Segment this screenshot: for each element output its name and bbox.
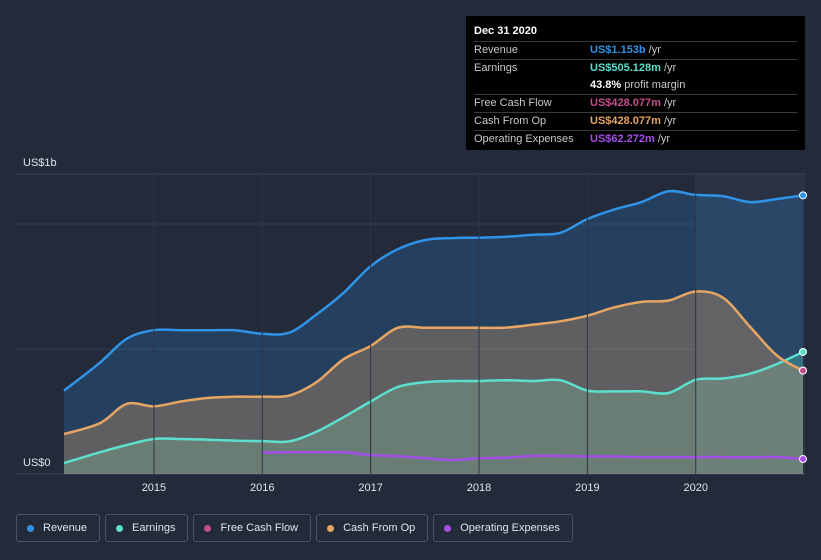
legend-dot-icon — [327, 524, 335, 532]
x-tick-label: 2018 — [467, 482, 491, 494]
tooltip-row-unit: /yr — [663, 115, 677, 127]
tooltip-row-unit: /yr — [663, 62, 677, 74]
x-tick-label: 2015 — [142, 482, 166, 494]
legend-item-free-cash-flow[interactable]: Free Cash Flow — [193, 514, 312, 542]
tooltip-row: 43.8% profit margin — [474, 77, 797, 94]
tooltip-row-value: US$428.077m — [590, 97, 661, 109]
tooltip-row-value: 43.8% — [590, 79, 622, 91]
earnings-end-point — [799, 347, 807, 356]
revenue-area — [64, 191, 803, 474]
tooltip-row-label: Cash From Op — [474, 115, 547, 127]
revenue-line — [63, 189, 804, 392]
x-tick-label: 2019 — [575, 482, 599, 494]
tooltip-row: Cash From Op US$428.077m/yr — [474, 112, 797, 130]
legend-label: Free Cash Flow — [220, 522, 299, 534]
operating-expenses-line — [262, 450, 804, 462]
tooltip-row-label: Revenue — [474, 44, 519, 56]
tooltip-row: Operating Expenses US$62.272m/yr — [474, 130, 797, 148]
x-tick-label: 2020 — [683, 482, 707, 494]
tooltip-row-unit: /yr — [657, 133, 671, 145]
x-tick-label: 2016 — [250, 482, 274, 494]
legend-item-earnings[interactable]: Earnings — [105, 514, 189, 542]
legend-dot-icon — [444, 524, 452, 532]
legend-label: Operating Expenses — [460, 522, 560, 534]
legend-label: Cash From Op — [343, 522, 416, 534]
legend-item-revenue[interactable]: Revenue — [16, 514, 101, 542]
y-axis-top-label: US$1b — [23, 157, 57, 169]
tooltip-row-label: Free Cash Flow — [474, 97, 552, 109]
tooltip-date: Dec 31 2020 — [474, 25, 537, 37]
legend-item-operating-expenses[interactable]: Operating Expenses — [433, 514, 573, 542]
tooltip-row-label: Earnings — [474, 62, 518, 74]
earnings-line — [63, 350, 804, 465]
tooltip-row-label: Operating Expenses — [474, 133, 574, 145]
legend-label: Revenue — [43, 522, 88, 534]
legend-item-cash-from-op[interactable]: Cash From Op — [316, 514, 429, 542]
tooltip-row: Free Cash Flow US$428.077m/yr — [474, 94, 797, 112]
revenue-end-point — [799, 191, 807, 200]
chart: US$1b US$0 2015 2016 2017 2018 2019 2020 — [16, 157, 807, 494]
tooltip-row-value: US$428.077m — [590, 115, 661, 127]
cash-from-op-line — [63, 290, 804, 436]
legend-dot-icon — [204, 524, 212, 532]
tooltip-row-unit: /yr — [648, 44, 661, 56]
x-tick-label: 2017 — [358, 482, 382, 494]
tooltip-row-value: US$1.153b — [590, 44, 646, 56]
legend-label: Earnings — [132, 522, 176, 534]
tooltip-row: Earnings US$505.128m/yr — [474, 59, 797, 77]
tooltip: Dec 31 2020 Revenue US$1.153b/yr Earnings U… — [466, 16, 805, 150]
free-cash-flow-end-point — [799, 366, 807, 375]
operating-expenses-end-point — [799, 455, 807, 464]
legend-dot-icon — [27, 524, 34, 532]
tooltip-row-value: US$62.272m — [590, 133, 655, 145]
tooltip-row: Revenue US$1.153b/yr — [474, 41, 797, 59]
tooltip-row-unit: /yr — [663, 97, 677, 109]
tooltip-row-label — [474, 77, 590, 94]
legend: Revenue Earnings Free Cash Flow Cash From O… — [16, 514, 578, 542]
legend-dot-icon — [116, 524, 124, 532]
tooltip-row-value: US$505.128m — [590, 62, 661, 74]
tooltip-row-unit: profit margin — [624, 79, 686, 91]
earnings-area — [64, 352, 803, 474]
y-axis-bottom-label: US$0 — [23, 457, 51, 469]
